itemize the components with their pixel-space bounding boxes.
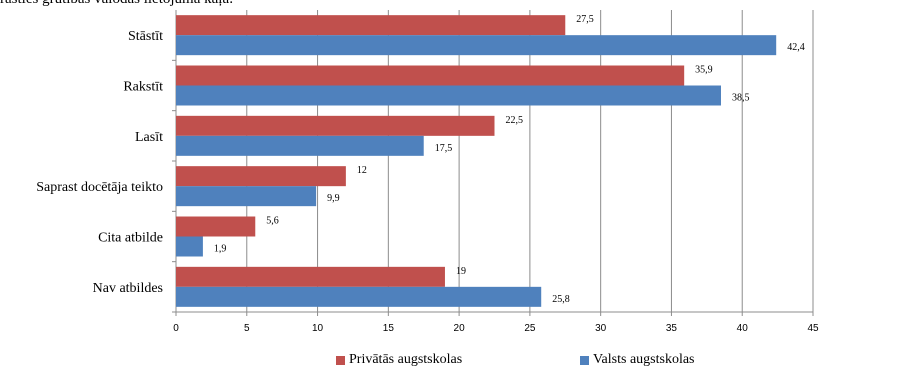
x-tick-label: 5 — [244, 323, 250, 334]
legend-label-state: Valsts augstskolas — [593, 352, 695, 367]
bar — [176, 266, 445, 287]
header-text: rastīes grūtības valodas lietojumā kāļā: — [0, 0, 898, 11]
x-tick-label: 0 — [173, 323, 179, 334]
data-label: 1,9 — [214, 244, 227, 255]
bar — [176, 135, 424, 156]
legend-item-state: Valsts augstskolas — [580, 351, 695, 369]
data-label: 19 — [456, 266, 466, 277]
data-label: 38,5 — [732, 93, 750, 104]
x-tick-label: 35 — [666, 323, 678, 334]
bar — [176, 216, 256, 237]
legend-swatch-state — [580, 355, 589, 365]
data-label: 42,4 — [787, 42, 805, 53]
grid-lines — [172, 10, 814, 316]
legend-swatch-private — [336, 355, 345, 365]
bar — [176, 286, 542, 307]
labels: 0 5 10 15 20 25 30 35 40 45 Stāstīt 27,5 42,4 Rakstīt… — [36, 14, 819, 334]
x-tick-label: 25 — [524, 323, 536, 334]
category-label: Stāstīt — [128, 29, 163, 44]
data-label: 9,9 — [327, 193, 340, 204]
legend-label-private: Privātās augstskolas — [349, 352, 463, 367]
bar — [176, 15, 566, 36]
bar — [176, 236, 203, 257]
category-label: Rakstīt — [123, 80, 163, 95]
category-label: Nav atbildes — [93, 281, 163, 296]
data-label: 5,6 — [266, 216, 279, 227]
data-label: 12 — [357, 165, 367, 176]
bar — [176, 186, 317, 207]
bar — [176, 35, 777, 56]
x-tick-label: 10 — [312, 323, 324, 334]
category-label: Cita atbilde — [98, 231, 163, 246]
data-label: 22,5 — [506, 115, 524, 126]
category-label: Lasīt — [135, 130, 163, 145]
x-tick-label: 45 — [807, 323, 819, 334]
category-label: Saprast docētāja teikto — [36, 180, 163, 195]
bars — [176, 15, 777, 307]
bar — [176, 65, 685, 86]
data-label: 25,8 — [552, 294, 570, 305]
bar — [176, 166, 346, 187]
x-tick-label: 30 — [595, 323, 607, 334]
data-label: 17,5 — [435, 143, 453, 154]
bar — [176, 85, 721, 106]
data-label: 27,5 — [576, 14, 594, 25]
x-tick-label: 15 — [383, 323, 395, 334]
legend-item-private: Privātās augstskolas — [336, 351, 462, 369]
bar — [176, 115, 495, 136]
x-tick-label: 40 — [737, 323, 749, 334]
x-tick-label: 20 — [454, 323, 466, 334]
data-label: 35,9 — [695, 65, 713, 76]
bar-chart: 0 5 10 15 20 25 30 35 40 45 Stāstīt 27,5 42,4 Rakstīt… — [36, 10, 819, 334]
